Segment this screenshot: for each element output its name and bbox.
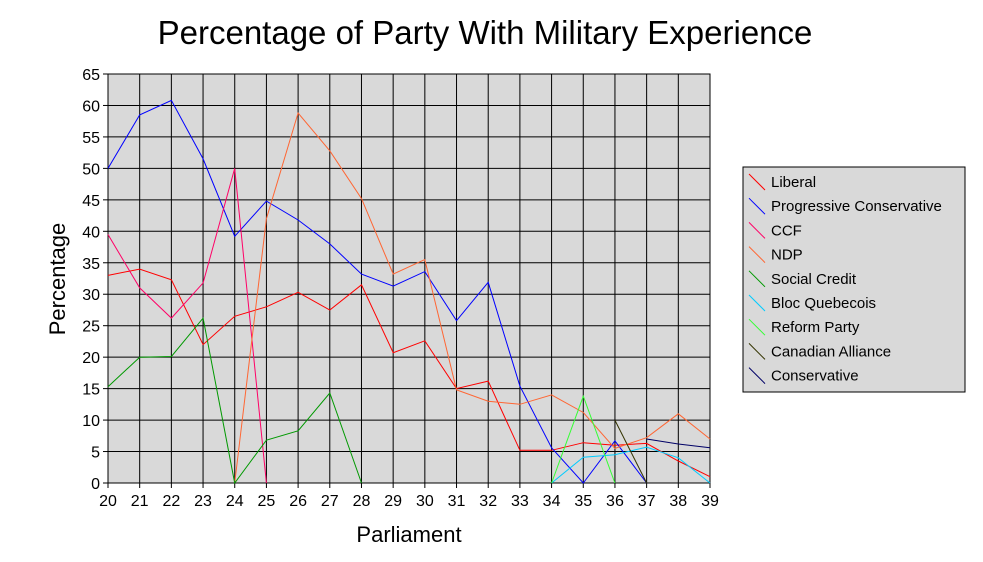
y-tick-label: 45	[82, 193, 100, 210]
x-tick-label: 35	[574, 493, 592, 510]
x-tick-label: 32	[479, 493, 497, 510]
y-tick-label: 55	[82, 130, 100, 147]
y-tick-label: 15	[82, 382, 100, 399]
x-tick-label: 39	[701, 493, 719, 510]
x-tick-label: 31	[448, 493, 466, 510]
x-tick-label: 25	[258, 493, 276, 510]
legend-label-progressive-conservative: Progressive Conservative	[771, 198, 942, 215]
legend-swatch-reform-party	[748, 318, 766, 336]
legend-swatch-canadian-alliance	[748, 343, 766, 360]
x-tick-label: 30	[416, 493, 434, 510]
legend-label-ccf: CCF	[771, 222, 802, 239]
x-tick-label: 38	[669, 493, 687, 510]
y-tick-label: 30	[82, 287, 100, 304]
series-line-liberal	[107, 268, 711, 478]
series-lines	[107, 99, 711, 485]
series-line-progressive-conservative	[107, 99, 647, 484]
legend-label-canadian-alliance: Canadian Alliance	[771, 343, 891, 360]
y-tick-label: 20	[82, 350, 100, 367]
x-axis-title: Parliament	[356, 522, 461, 547]
y-axis-title: Percentage	[45, 223, 70, 336]
legend-swatch-ccf	[748, 222, 766, 239]
y-tick-label: 35	[82, 256, 100, 273]
y-tick-label: 40	[82, 224, 100, 241]
x-tick-label: 28	[353, 493, 371, 510]
legend-label-ndp: NDP	[771, 247, 803, 264]
legend: Liberal Progressive Conservative CCF NDP Soc…	[742, 166, 966, 393]
x-tick-label: 29	[384, 493, 402, 510]
series-line-ndp	[234, 111, 711, 484]
x-tick-label: 23	[194, 493, 212, 510]
legend-swatch-ndp	[748, 246, 766, 263]
y-tick-label: 10	[82, 413, 100, 430]
legend-label-social-credit: Social Credit	[771, 271, 857, 288]
legend-swatch-liberal	[748, 173, 766, 191]
series-line-canadian-alliance	[614, 419, 648, 484]
chart-title: Percentage of Party With Military Experi…	[158, 14, 813, 51]
series-line-social-credit	[107, 316, 362, 485]
y-tick-label: 25	[82, 319, 100, 336]
x-tick-label: 36	[606, 493, 624, 510]
legend-label-liberal: Liberal	[771, 174, 816, 191]
legend-swatch-conservative	[748, 367, 766, 384]
x-tick-label: 24	[226, 493, 244, 510]
x-tick-label: 21	[131, 493, 149, 510]
x-tick-label: 37	[638, 493, 656, 510]
y-axis-ticks: 0 5 10 15 20 25 30 35 40 45 50 55 60 65	[82, 67, 108, 493]
legend-box	[742, 166, 966, 393]
x-tick-label: 26	[289, 493, 307, 510]
x-tick-label: 34	[543, 493, 561, 510]
legend-label-reform-party: Reform Party	[771, 319, 860, 336]
x-axis-ticks: 20 21 22 23 24 25 26 27 28 29 30 31 32 33 34 35 36 37 38 39	[99, 483, 719, 510]
y-tick-label: 5	[91, 445, 100, 462]
y-tick-label: 65	[82, 67, 100, 84]
legend-label-conservative: Conservative	[771, 368, 859, 385]
x-tick-label: 27	[321, 493, 339, 510]
x-tick-label: 22	[162, 493, 180, 510]
y-tick-label: 50	[82, 161, 100, 178]
series-line-conservative	[646, 438, 711, 449]
x-tick-label: 20	[99, 493, 117, 510]
plot-border	[107, 73, 711, 484]
series-line-reform-party	[551, 394, 616, 484]
x-tick-label: 33	[511, 493, 529, 510]
legend-swatch-social-credit	[748, 270, 766, 288]
y-tick-label: 0	[91, 476, 100, 493]
legend-swatch-bloc-quebecois	[748, 294, 766, 312]
legend-swatch-progressive-conservative	[748, 197, 766, 215]
series-line-ccf	[107, 168, 267, 484]
y-tick-label: 60	[82, 98, 100, 115]
legend-label-bloc-quebecois: Bloc Quebecois	[771, 295, 876, 312]
